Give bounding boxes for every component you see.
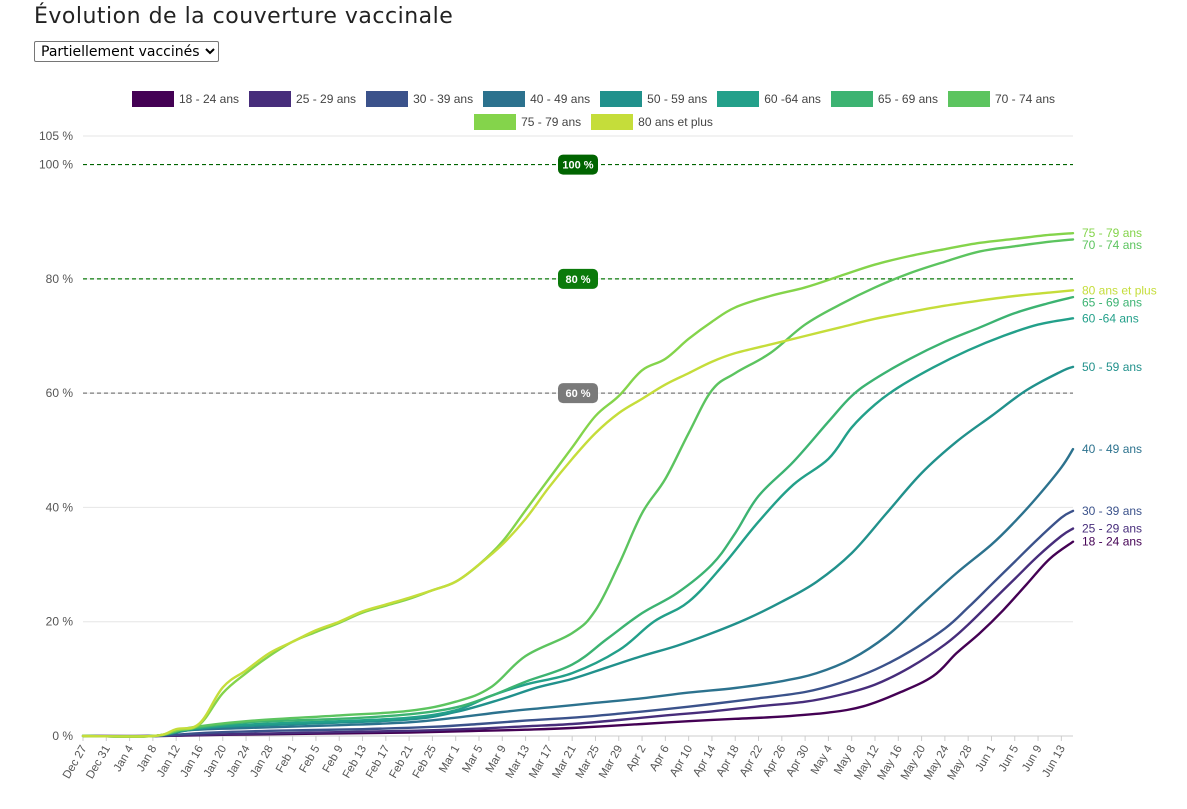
legend-swatch [717, 91, 760, 107]
series-line [81, 231, 1075, 738]
x-tick-label: Jun 13 [1040, 744, 1068, 780]
legend-swatch [600, 91, 643, 107]
legend: 18 - 24 ans 25 - 29 ans 30 - 39 ans 40 - 49… [0, 88, 1187, 134]
series-line [81, 447, 1075, 738]
legend-item[interactable]: 30 - 39 ans [366, 88, 473, 110]
page-title: Évolution de la couverture vaccinale [34, 4, 454, 29]
legend-swatch [366, 91, 409, 107]
x-tick-label: Mar 9 [484, 744, 509, 775]
legend-row: 18 - 24 ans 25 - 29 ans 30 - 39 ans 40 - 49… [0, 88, 1187, 110]
series-end-label: 18 - 24 ans [1082, 535, 1142, 549]
series-line [81, 540, 1075, 738]
legend-item[interactable]: 60 -64 ans [717, 88, 821, 110]
legend-item[interactable]: 18 - 24 ans [131, 88, 240, 110]
series-end-label: 25 - 29 ans [1082, 522, 1142, 536]
legend-swatch [131, 91, 174, 107]
legend-item[interactable]: 40 - 49 ans [483, 88, 590, 110]
reference-badge-label: 100 % [562, 160, 593, 172]
legend-label: 60 -64 ans [764, 92, 821, 106]
x-tick-label: Jan 8 [135, 744, 159, 774]
y-tick-label: 100 % [39, 158, 73, 172]
legend-swatch [591, 114, 634, 130]
y-tick-label: 60 % [46, 386, 74, 400]
legend-swatch [474, 114, 517, 130]
x-tick-label: Feb 9 [321, 744, 346, 775]
reference-badge-label: 80 % [565, 274, 590, 286]
legend-label: 70 - 74 ans [994, 92, 1056, 106]
x-tick-label: May 4 [809, 743, 835, 777]
reference-lines: 100 % 80 % 60 % [83, 154, 1073, 404]
series-line [81, 289, 1075, 738]
series-line [81, 527, 1075, 738]
series-end-label: 65 - 69 ans [1082, 295, 1142, 309]
legend-swatch [830, 91, 873, 107]
x-tick-label: Jan 28 [248, 744, 276, 780]
legend-swatch [249, 91, 292, 107]
series-line [81, 238, 1075, 738]
series-line [81, 295, 1075, 738]
series-lines [81, 231, 1075, 738]
x-tick-label: Jun 5 [997, 743, 1021, 773]
series-line [81, 317, 1075, 738]
x-tick-label: Feb 1 [274, 744, 299, 775]
x-tick-label: Apr 30 [784, 744, 811, 779]
x-tick-label: Feb 5 [297, 744, 322, 775]
y-tick-label: 105 % [39, 129, 73, 143]
series-end-label: 75 - 79 ans [1082, 226, 1142, 240]
legend-item[interactable]: 70 - 74 ans [947, 88, 1056, 110]
series-line [81, 365, 1075, 738]
x-tick-label: Feb 25 [411, 744, 439, 781]
series-end-label: 70 - 74 ans [1082, 238, 1142, 252]
legend-row: 75 - 79 ans 80 ans et plus [0, 111, 1187, 133]
legend-item[interactable]: 50 - 59 ans [600, 88, 707, 110]
legend-item[interactable]: 80 ans et plus [591, 111, 713, 133]
series-end-label: 60 -64 ans [1082, 311, 1139, 325]
series-end-label: 40 - 49 ans [1082, 442, 1142, 456]
x-tick-label: Mar 1 [437, 744, 462, 775]
reference-badge-label: 60 % [565, 388, 590, 400]
x-tick-label: Jun 9 [1020, 744, 1044, 774]
y-tick-label: 80 % [46, 272, 74, 286]
series-end-label: 80 ans et plus [1082, 283, 1157, 297]
series-line [81, 509, 1075, 738]
x-tick-label: Apr 2 [625, 744, 649, 774]
legend-label: 75 - 79 ans [521, 115, 582, 129]
reference-badge [558, 383, 598, 404]
y-tick-label: 0 % [52, 729, 73, 743]
legend-label: 30 - 39 ans [413, 92, 474, 106]
legend-label: 25 - 29 ans [296, 92, 357, 106]
y-tick-label: 20 % [46, 615, 74, 629]
legend-item[interactable]: 25 - 29 ans [249, 88, 356, 110]
legend-label: 80 ans et plus [638, 115, 713, 129]
x-tick-label: Jan 4 [112, 743, 137, 774]
legend-item[interactable]: 65 - 69 ans [830, 88, 938, 110]
series-end-label: 30 - 39 ans [1082, 504, 1142, 518]
legend-label: 18 - 24 ans [178, 92, 240, 106]
legend-label: 40 - 49 ans [530, 92, 591, 106]
y-tick-label: 40 % [46, 500, 74, 514]
legend-swatch [483, 91, 526, 107]
legend-label: 50 - 59 ans [647, 92, 708, 106]
legend-label: 65 - 69 ans [877, 92, 938, 106]
series-end-label: 50 - 59 ans [1082, 360, 1142, 374]
reference-badge [558, 268, 598, 289]
legend-swatch [947, 91, 990, 107]
legend-item[interactable]: 75 - 79 ans [474, 111, 581, 133]
x-tick-label: Jun 1 [974, 744, 998, 774]
y-gridlines: 0 % 20 % 40 % 60 % 80 % 100 % 105 % [39, 129, 1073, 743]
dose-selector[interactable]: Partiellement vaccinés [34, 41, 219, 62]
x-tick-label: Mar 5 [461, 744, 486, 775]
reference-badge [558, 154, 598, 175]
x-tick-label: Apr 6 [648, 744, 672, 774]
